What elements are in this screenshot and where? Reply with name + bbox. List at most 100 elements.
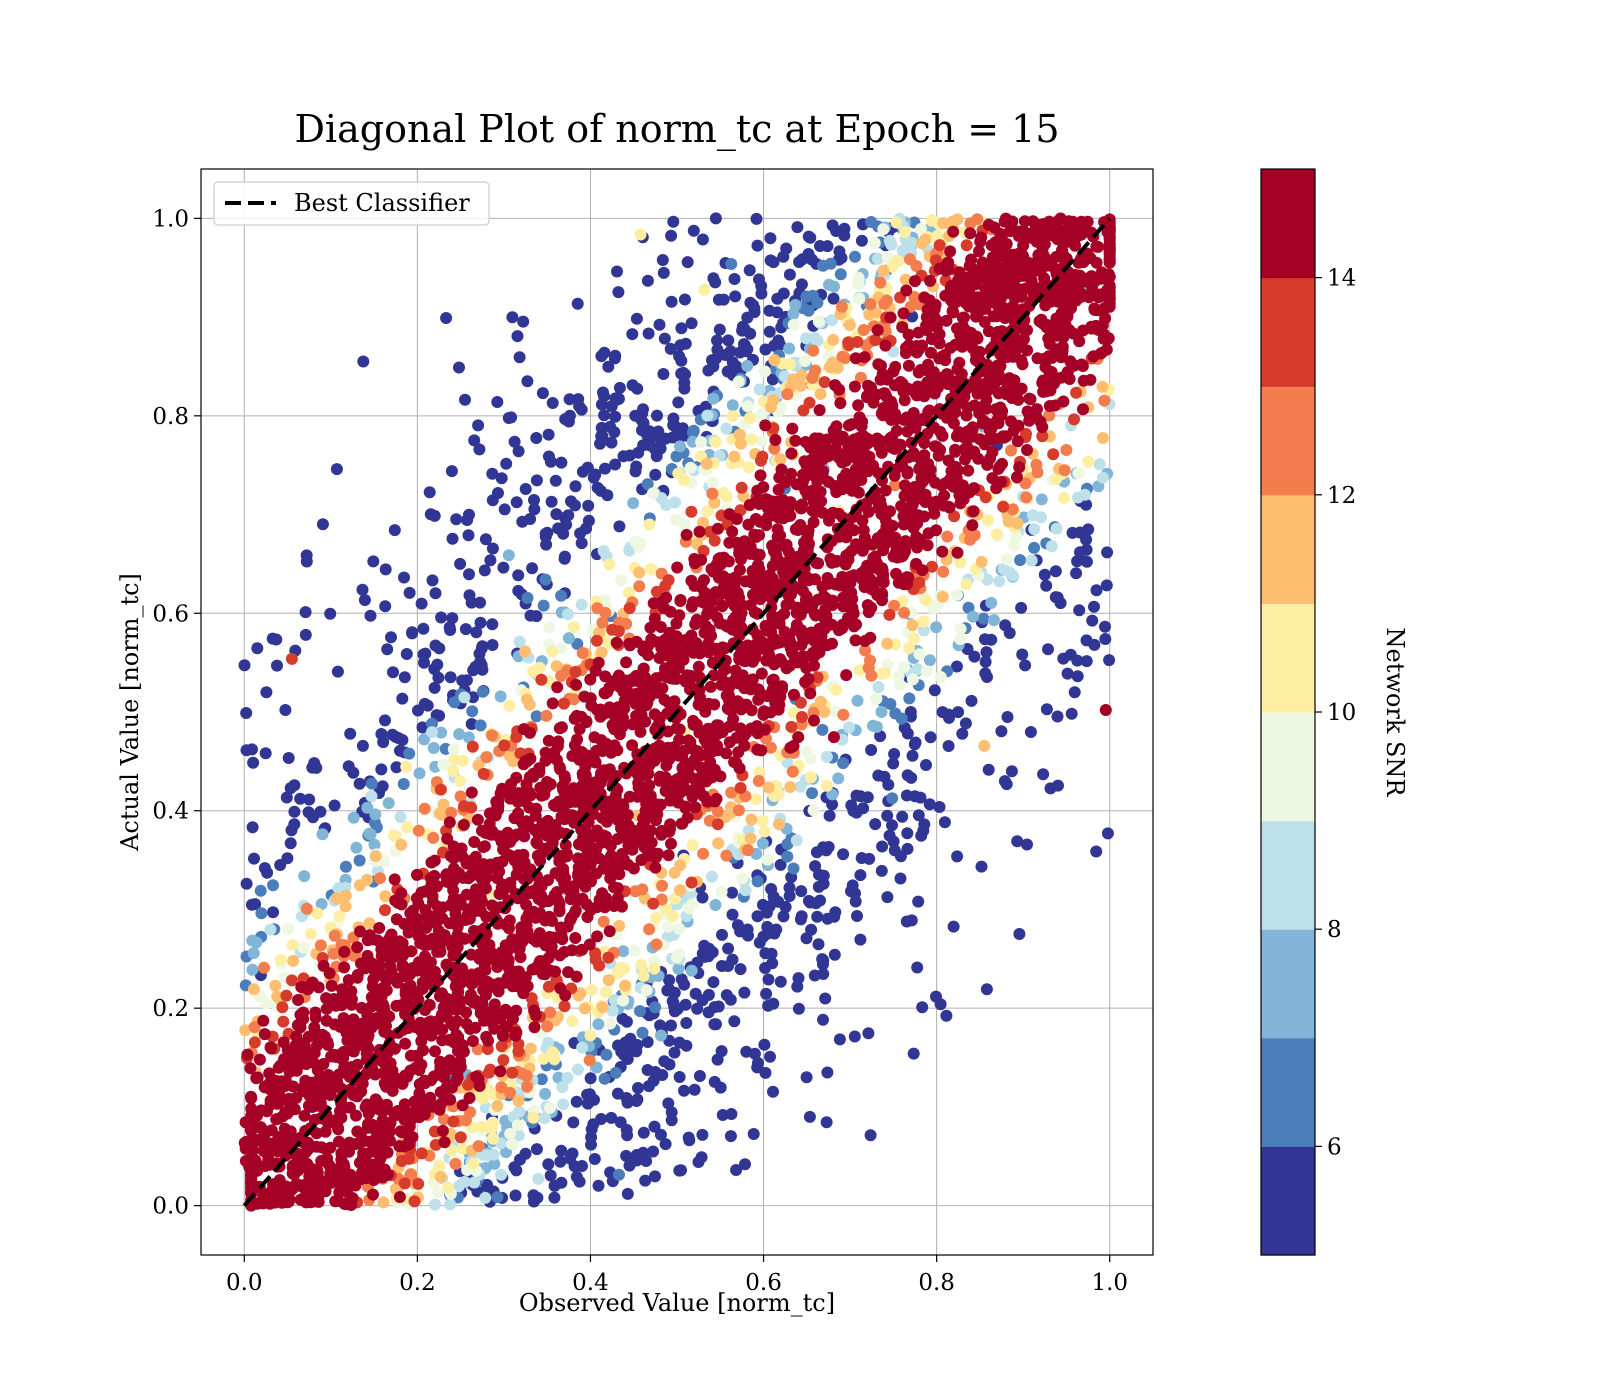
scatter-point [993,575,1006,588]
scatter-point [608,352,621,365]
scatter-point [431,1186,444,1199]
scatter-point [673,1071,686,1083]
scatter-point [826,788,839,801]
scatter-point [460,1017,473,1030]
scatter-point [429,1198,441,1211]
scatter-point [575,537,588,550]
scatter-point [426,574,439,587]
scatter-point [641,1036,654,1048]
scatter-point [379,714,391,727]
scatter-point [734,963,747,976]
scatter-point [573,723,586,736]
scatter-point [774,858,787,871]
scatter-point [549,474,562,487]
scatter-point [726,886,739,899]
scatter-point [896,810,909,823]
scatter-point [697,516,710,529]
scatter-point [1004,248,1017,261]
scatter-point [1048,262,1061,275]
scatter-point [849,352,862,365]
scatter-point [870,720,883,733]
scatter-point [401,1069,414,1082]
scatter-point [701,505,714,518]
scatter-point [753,529,766,542]
scatter-point [434,783,447,796]
scatter-point [377,736,390,749]
scatter-point [381,1047,394,1059]
scatter-point [726,356,739,369]
scatter-point [660,591,673,604]
scatter-point [720,849,733,862]
scatter-point [792,550,805,563]
scatter-point [589,947,602,960]
scatter-point [260,686,273,699]
scatter-point [295,981,308,993]
scatter-point [696,1128,709,1141]
scatter-point [706,476,719,489]
scatter-point [808,969,821,982]
scatter-point [785,720,798,733]
scatter-point [1072,467,1085,480]
scatter-point [735,481,748,494]
scatter-point [589,756,602,769]
scatter-point [750,212,763,225]
scatter-point [826,314,838,327]
scatter-point [541,1020,554,1033]
scatter-point [584,673,597,686]
scatter-point [912,326,925,339]
scatter-point [537,1052,550,1065]
scatter-point [454,790,467,803]
scatter-point [947,306,960,319]
scatter-point [868,237,881,250]
scatter-point [799,355,811,367]
scatter-point [719,676,732,689]
scatter-point [951,588,964,601]
scatter-point [775,655,788,668]
scatter-point [468,1176,481,1189]
scatter-point [720,422,733,435]
scatter-point [1040,703,1053,716]
scatter-point [918,818,931,831]
scatter-point [796,253,809,266]
scatter-point [357,355,370,368]
scatter-point [415,597,428,610]
scatter-point [459,623,472,636]
scatter-point [602,951,615,964]
scatter-point [888,479,901,492]
scatter-point [1101,827,1114,840]
scatter-point [772,483,785,496]
scatter-point [906,237,919,249]
scatter-point [774,453,787,466]
scatter-point [345,985,358,998]
scatter-point [395,838,408,851]
scatter-point [752,1057,764,1069]
scatter-point [1042,643,1054,656]
scatter-point [826,599,839,611]
scatter-point [696,891,709,904]
scatter-point [303,793,316,806]
scatter-point [1080,498,1093,511]
scatter-point [673,733,686,746]
scatter-point [1100,579,1113,592]
scatter-point [512,445,525,458]
scatter-point [1097,432,1109,444]
scatter-point [379,600,392,613]
scatter-point [668,1046,681,1059]
scatter-point [685,876,698,889]
scatter-point [623,1159,636,1172]
scatter-point [807,804,820,817]
scatter-point [1071,670,1084,683]
scatter-point [315,1175,328,1187]
scatter-point [576,1041,589,1054]
scatter-point [1006,215,1019,228]
scatter-point [685,317,698,330]
scatter-point [508,435,521,448]
scatter-point [1060,444,1073,456]
scatter-point [344,1083,357,1096]
scatter-point [418,697,431,710]
scatter-point [980,983,993,996]
scatter-point [362,1041,375,1054]
scatter-point [842,339,855,351]
scatter-point [673,922,686,935]
scatter-point [605,1111,618,1124]
